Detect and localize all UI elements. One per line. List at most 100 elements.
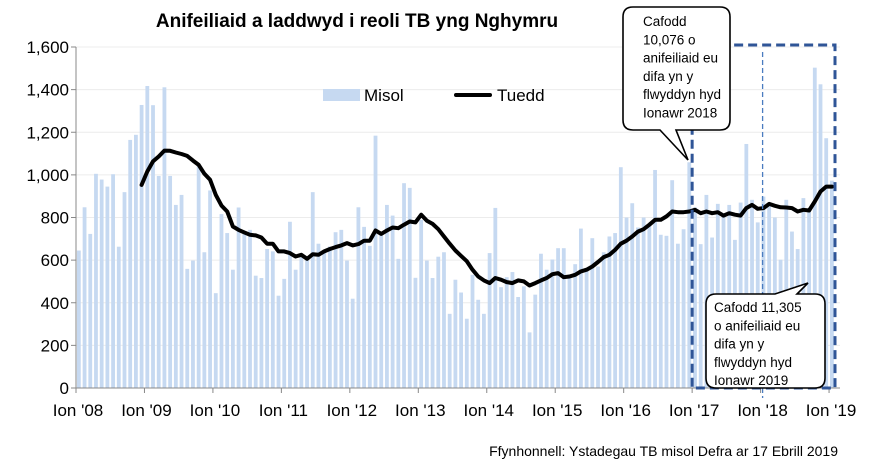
x-axis: Ion '08 Ion '09 Ion '10 Ion '11 Ion '12 Ion '… <box>53 388 857 420</box>
bar <box>373 135 378 388</box>
bar <box>362 226 367 388</box>
y-tick-label: 1,600 <box>26 38 69 57</box>
x-tick-label: Ion '17 <box>669 401 720 420</box>
bar <box>156 175 161 388</box>
annotation-line: Cafodd <box>643 14 687 29</box>
bar <box>482 313 486 388</box>
trend-line <box>139 148 834 288</box>
x-tick-label: Ion '15 <box>532 401 583 420</box>
annotation-2018: Cafodd 10,076 o anifeiliaid eu difa yn y flw… <box>622 6 731 161</box>
annotation-2019: Cafodd 11,305 o anifeiliaid eu difa yn y fl… <box>705 282 826 389</box>
annotation-line: difa yn y <box>714 337 765 352</box>
highlight-box-2017-2018 <box>690 43 837 390</box>
bar <box>687 162 692 388</box>
bar <box>487 253 492 388</box>
bar <box>447 313 452 388</box>
bar <box>830 180 834 388</box>
bar <box>402 183 406 388</box>
annotation-line: flwyddyn hyd <box>643 87 721 102</box>
bar <box>236 207 241 388</box>
bar <box>573 264 578 388</box>
bar <box>76 250 81 388</box>
bar <box>299 257 304 388</box>
bar <box>641 217 646 388</box>
bar <box>145 86 150 388</box>
bar <box>521 286 526 388</box>
bar <box>647 226 652 388</box>
bar <box>173 204 178 388</box>
bar <box>345 260 349 388</box>
bar <box>698 244 703 388</box>
x-tick-label: Ion '11 <box>259 401 308 420</box>
bar <box>310 192 315 388</box>
annotation-line: 10,076 o <box>643 32 696 47</box>
bar <box>607 236 612 388</box>
bar <box>202 252 207 388</box>
bar <box>134 134 138 388</box>
bar <box>596 266 600 388</box>
bar <box>590 238 595 388</box>
x-tick-label: Ion '12 <box>327 401 378 420</box>
y-tick-label: 600 <box>41 251 69 270</box>
bar <box>259 278 264 388</box>
x-tick-label: Ion '13 <box>395 401 446 420</box>
x-tick-label: Ion '16 <box>600 401 651 420</box>
x-tick-label: Ion '14 <box>464 401 515 420</box>
legend-label-tuedd: Tuedd <box>497 86 545 105</box>
bar <box>653 169 657 388</box>
bar <box>670 180 675 388</box>
bar <box>225 233 230 388</box>
bar <box>333 232 338 388</box>
chart-title: Anifeiliaid a laddwyd i reoli TB yng Ngh… <box>156 11 558 32</box>
bar <box>151 105 155 388</box>
bar <box>196 165 201 388</box>
y-tick-label: 1,400 <box>26 81 69 100</box>
bar <box>704 194 709 388</box>
bar <box>139 104 144 388</box>
x-tick-label: Ion '09 <box>121 401 172 420</box>
bar <box>544 269 549 388</box>
y-tick-label: 800 <box>41 209 69 228</box>
bar <box>567 276 572 388</box>
bar <box>613 233 618 388</box>
y-tick-label: 1,000 <box>26 166 69 185</box>
bar <box>624 217 629 388</box>
bar <box>459 292 463 388</box>
bar <box>584 269 589 388</box>
x-tick-label: Ion '19 <box>806 401 857 420</box>
bar <box>242 232 247 388</box>
annotation-line: anifeiliaid eu <box>643 51 718 66</box>
bar <box>116 246 121 388</box>
annotation-line: o anifeiliaid eu <box>714 318 800 333</box>
bar <box>191 260 195 388</box>
bar <box>276 295 281 388</box>
bar <box>618 167 623 388</box>
bar <box>88 233 93 388</box>
bar <box>379 233 384 388</box>
y-tick-label: 0 <box>60 379 69 398</box>
bar <box>664 235 669 388</box>
bar <box>168 175 173 388</box>
x-tick-label: Ion '10 <box>190 401 241 420</box>
bar <box>561 248 566 388</box>
bar <box>356 207 361 388</box>
bar <box>493 207 498 388</box>
bar <box>282 278 287 388</box>
bar <box>527 332 532 388</box>
bar <box>636 227 640 388</box>
bar <box>681 229 686 388</box>
legend-swatch-misol <box>323 89 360 101</box>
bar <box>510 272 515 388</box>
y-tick-label: 200 <box>41 336 69 355</box>
bar <box>801 198 806 388</box>
bar <box>253 275 258 388</box>
bar <box>578 228 583 388</box>
bar <box>122 192 127 388</box>
bar <box>436 256 441 388</box>
bar <box>339 229 344 388</box>
annotation-line: Cafodd 11,305 <box>714 300 802 315</box>
legend: Misol Tuedd <box>323 86 545 105</box>
bar <box>219 214 224 388</box>
bar <box>675 243 680 388</box>
